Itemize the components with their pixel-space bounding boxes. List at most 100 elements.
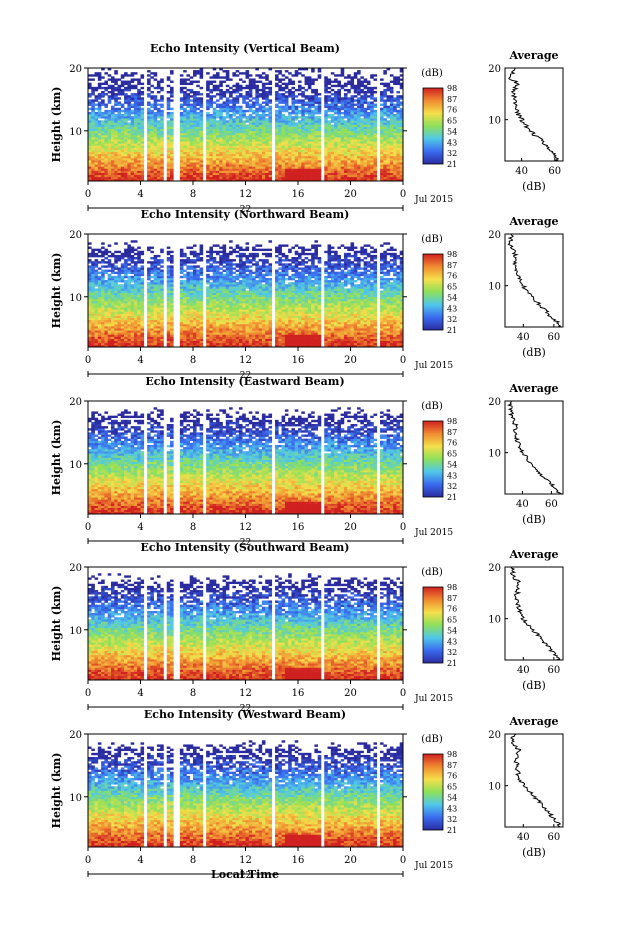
heatmap-cell [334,340,338,344]
heatmap-cell [268,328,273,331]
heatmap-cell [242,128,246,132]
heatmap-cell [225,344,230,348]
heatmap-cell [347,147,351,150]
heatmap-cell [193,111,197,115]
heatmap-cell [294,124,299,127]
heatmap-cell [347,74,351,77]
heatmap-cell [301,114,305,117]
heatmap-cell [117,162,122,165]
heatmap-cell [130,162,135,165]
heatmap-cell [261,330,266,333]
heatmap-cell [150,76,154,79]
heatmap-cell [104,151,108,155]
heatmap-cell [330,116,335,119]
heatmap-cell [209,122,213,125]
heatmap-cell [261,151,266,155]
heatmap-cell [298,99,302,102]
heatmap-cell [130,137,135,140]
heatmap-cell [399,162,404,165]
heatmap-cell [255,68,259,71]
heatmap-cell [265,336,269,339]
heatmap-cell [91,91,95,94]
heatmap-cell [350,143,355,146]
heatmap-cell [393,105,397,109]
heatmap-cell [186,139,191,142]
heatmap-cell [124,321,128,325]
heatmap-cell [340,137,345,140]
heatmap-cell [101,91,105,94]
heatmap-cell [212,174,217,178]
heatmap-cell [258,151,263,155]
heatmap-cell [343,130,348,134]
heatmap-cell [97,82,102,86]
heatmap-cell [225,151,230,155]
heatmap-cell [166,160,171,163]
heatmap-cell [156,107,161,111]
heatmap-cell [110,170,115,173]
heatmap-cell [389,74,394,77]
heatmap-cell [183,344,187,348]
heatmap-cell [343,143,348,146]
heatmap-cell [350,105,355,109]
heatmap-cell [166,336,171,339]
heatmap-cell [140,101,145,104]
heatmap-cell [133,122,138,125]
heatmap-cell [363,97,368,100]
heatmap-cell [120,340,125,344]
heatmap-cell [294,139,299,142]
heatmap-cell [291,80,296,83]
heatmap-cell [366,160,371,163]
heatmap-cell [245,74,250,77]
heatmap-cell [91,164,95,167]
heatmap-cell [360,330,364,333]
heatmap-cell [298,174,302,178]
heatmap-cell [288,334,292,337]
heatmap-cell [311,105,315,109]
heatmap-cell [380,168,384,171]
heatmap-cell [212,176,217,180]
heatmap-cell [324,82,328,86]
heatmap-cell [166,164,171,167]
heatmap-cell [360,137,364,140]
heatmap-cell [281,164,286,167]
heatmap-cell [370,151,374,155]
heatmap-cell [91,328,95,331]
heatmap-cell [370,330,374,333]
heatmap-cell [238,336,243,339]
heatmap-cell [343,344,348,348]
heatmap-cell [196,132,200,136]
heatmap-cell [353,153,358,157]
heatmap-cell [222,164,227,167]
heatmap-cell [281,153,286,157]
heatmap-cell [232,153,236,157]
heatmap-cell [107,134,112,138]
heatmap-cell [91,168,95,171]
heatmap-cell [206,328,210,331]
heatmap-cell [311,82,315,86]
heatmap-cell [275,330,279,333]
heatmap-cell [255,99,259,102]
heatmap-cell [389,116,394,119]
heatmap-cell [156,342,161,346]
heatmap-cell [275,103,279,106]
heatmap-cell [110,332,115,335]
heatmap-cell [206,170,210,173]
heatmap-cell [396,342,401,346]
heatmap-cell [225,134,230,138]
heatmap-cell [160,99,164,102]
heatmap-cell [258,328,263,331]
heatmap-cell [183,149,187,152]
heatmap-cell [245,336,250,339]
heatmap-cell [199,321,204,325]
heatmap-cell [209,116,213,119]
heatmap-cell [88,151,92,155]
heatmap-cell [291,176,296,180]
heatmap-cell [196,166,200,169]
heatmap-cell [166,126,171,129]
heatmap-cell [261,132,266,136]
heatmap-cell [238,137,243,140]
heatmap-cell [170,151,174,155]
heatmap-cell [258,323,263,327]
heatmap-cell [255,120,259,123]
heatmap-cell [189,174,194,178]
